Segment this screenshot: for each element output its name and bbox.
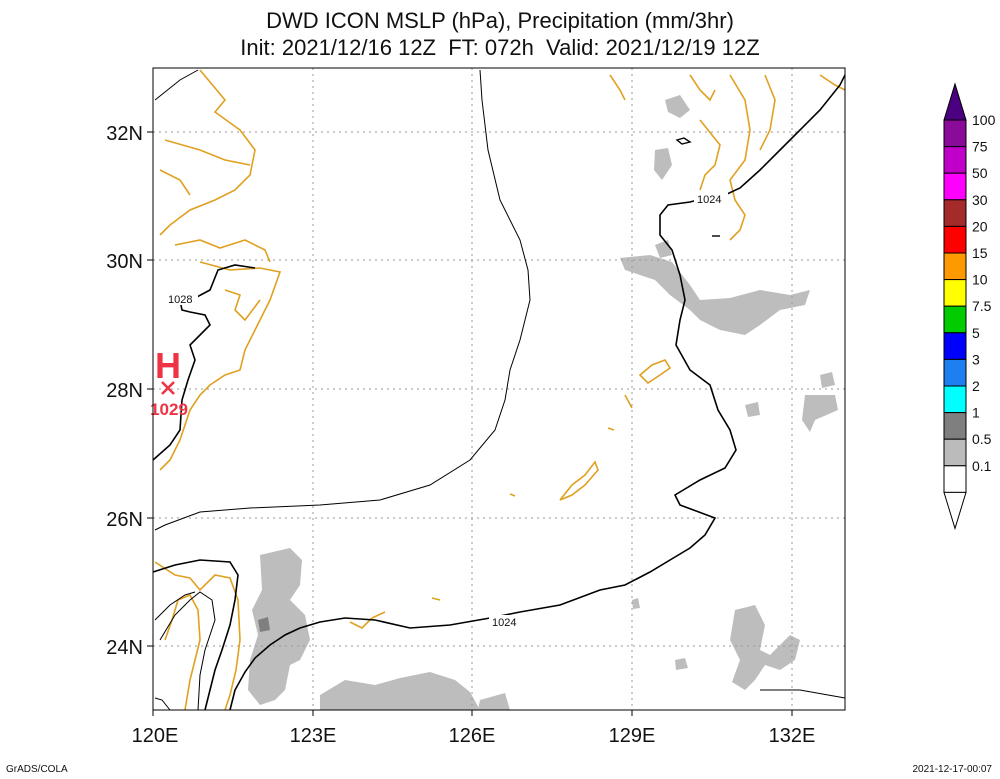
isobar-label-1024-east: 1024 (697, 194, 721, 206)
colorbar-label: 7.5 (972, 298, 992, 314)
axis-ticks (147, 131, 793, 716)
lon-label-120e: 120E (132, 725, 179, 747)
colorbar-swatch (943, 385, 967, 414)
lat-label-32n: 32N (106, 123, 143, 145)
colorbar-bottom-arrow (943, 491, 967, 531)
colorbar-swatch (943, 358, 967, 387)
colorbar-label: 50 (972, 165, 988, 181)
isobar-label-1028: 1028 (168, 294, 192, 306)
precipitation-areas (248, 95, 838, 710)
lat-label-30n: 30N (106, 251, 143, 273)
colorbar-top-arrow (943, 82, 967, 121)
colorbar-label: 75 (972, 139, 988, 155)
colorbar-label: 15 (972, 245, 988, 261)
colorbar-swatch (943, 172, 967, 201)
colorbar-label: 100 (972, 112, 996, 128)
colorbar-swatch (943, 225, 967, 254)
colorbar-label: 30 (972, 192, 988, 208)
colorbar-label: 5 (972, 325, 980, 341)
high-pressure-cross-icon (161, 381, 175, 395)
lon-labels: 120E 123E 126E 129E 132E (132, 725, 816, 747)
colorbar-label: 3 (972, 351, 980, 367)
lat-label-24n: 24N (106, 637, 143, 659)
colorbar-swatch (943, 332, 967, 360)
lon-label-132e: 132E (769, 725, 816, 747)
footer-timestamp: 2021-12-17-00:07 (912, 764, 992, 775)
lon-label-126e: 126E (449, 725, 496, 747)
coastlines (154, 69, 846, 711)
high-pressure-symbol: H (155, 345, 181, 386)
colorbar-swatch (943, 119, 967, 148)
lat-labels: 32N 30N 28N 26N 24N (106, 123, 143, 659)
colorbar-label: 20 (972, 218, 988, 234)
colorbar-label: 0.5 (972, 431, 992, 447)
contour-labels: 1024 1028 1024 (166, 192, 728, 629)
lon-label-129e: 129E (609, 725, 656, 747)
colorbar-label: 1 (972, 405, 980, 421)
footer-software: GrADS/COLA (6, 764, 68, 775)
lat-label-28n: 28N (106, 380, 143, 402)
colorbar-swatch (943, 412, 967, 440)
high-pressure-value: 1029 (150, 400, 188, 419)
isobar-label-1024-south: 1024 (492, 617, 516, 629)
colorbar-label: 0.1 (972, 458, 992, 474)
small-islands (675, 137, 720, 237)
lat-label-26n: 26N (106, 509, 143, 531)
map-title: DWD ICON MSLP (hPa), Precipitation (mm/3… (266, 8, 734, 33)
colorbar-swatch (943, 199, 967, 227)
colorbar-swatch (943, 279, 967, 307)
colorbar-swatch (943, 146, 967, 174)
lon-label-123e: 123E (290, 725, 337, 747)
high-pressure-center: H 1029 (150, 345, 188, 419)
colorbar-swatch (943, 438, 967, 467)
map-subtitle: Init: 2021/12/16 12Z FT: 072h Valid: 202… (240, 35, 760, 60)
colorbar-label: 10 (972, 272, 988, 288)
colorbar-swatch (943, 305, 967, 334)
precipitation-colorbar: 100 75 50 30 20 15 10 7.5 5 3 2 1 0.5 0.1 (943, 82, 996, 531)
colorbar-label: 2 (972, 378, 980, 394)
colorbar-swatch (943, 465, 967, 493)
colorbar-swatch (943, 252, 967, 281)
precipitation-core (258, 617, 270, 632)
